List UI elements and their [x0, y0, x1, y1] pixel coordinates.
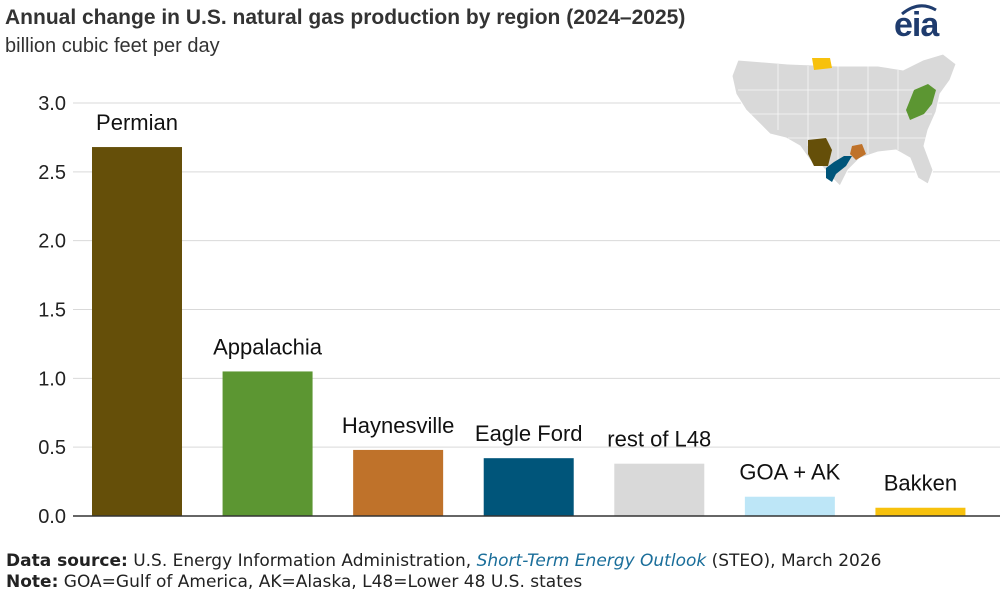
note-text: GOA=Gulf of America, AK=Alaska, L48=Lowe…	[58, 572, 583, 592]
map-region-appalachia	[906, 84, 936, 120]
y-tick-label: 3.0	[38, 93, 66, 115]
bar-haynesville	[353, 449, 444, 516]
bar-bakken	[875, 507, 966, 516]
y-tick-label: 1.0	[38, 368, 66, 390]
footnote: Note: GOA=Gulf of America, AK=Alaska, L4…	[6, 572, 582, 592]
category-label: Bakken	[884, 471, 957, 496]
category-label: GOA + AK	[739, 460, 840, 485]
data-source-label: Data source:	[6, 551, 128, 571]
category-label: Eagle Ford	[475, 421, 583, 446]
us-map-state-borders	[738, 64, 932, 160]
chart-subtitle: billion cubic feet per day	[5, 35, 220, 57]
data-source-text: U.S. Energy Information Administration,	[127, 551, 477, 571]
us-map-icon	[731, 53, 957, 187]
chart-title: Annual change in U.S. natural gas produc…	[5, 6, 686, 29]
eia-logo-arc-icon	[901, 4, 937, 16]
bar-permian	[92, 147, 182, 516]
bar-appalachia	[222, 371, 313, 516]
category-label: rest of L48	[607, 427, 711, 452]
map-region-haynesville	[850, 144, 866, 160]
us-map-base	[731, 53, 957, 187]
category-labels: Permian Appalachia Haynesville Eagle Ford re…	[96, 110, 957, 496]
y-tick-label: 0.5	[38, 437, 66, 459]
data-source-note: Data source: U.S. Energy Information Adm…	[6, 551, 881, 571]
category-label: Haynesville	[342, 413, 455, 438]
y-tick-label: 0.0	[38, 506, 66, 528]
y-axis-tick-labels: 0.0 0.5 1.0 1.5 2.0 2.5 3.0	[38, 93, 66, 528]
bar-goa-ak	[744, 496, 835, 516]
map-region-permian	[808, 138, 832, 166]
bar-rest-of-l48	[614, 463, 705, 516]
y-tick-label: 1.5	[38, 300, 66, 322]
bar-eagle-ford	[483, 458, 574, 516]
map-region-eagle-ford	[826, 156, 852, 182]
category-label: Permian	[96, 110, 178, 135]
category-label: Appalachia	[213, 334, 323, 359]
eia-logo: eia	[894, 0, 956, 48]
bars	[92, 147, 966, 516]
y-tick-label: 2.5	[38, 162, 66, 184]
map-region-bakken	[812, 58, 832, 70]
data-source-date: (STEO), March 2026	[706, 551, 882, 571]
eia-logo-text: eia	[894, 6, 939, 44]
y-tick-label: 2.0	[38, 231, 66, 253]
steo-link[interactable]: Short-Term Energy Outlook	[476, 551, 707, 571]
note-label: Note:	[6, 572, 59, 592]
